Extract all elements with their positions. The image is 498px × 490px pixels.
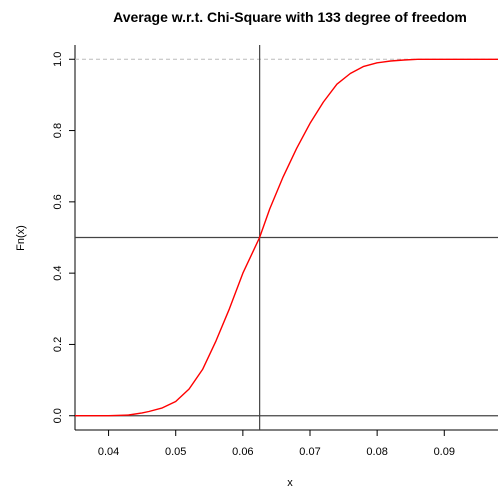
y-tick-label: 0.4	[52, 265, 64, 280]
y-axis-label: Fn(x)	[15, 225, 27, 251]
x-tick-label: 0.09	[434, 446, 455, 458]
y-tick-label: 0.0	[52, 408, 64, 423]
x-tick-label: 0.06	[232, 446, 253, 458]
x-tick-label: 0.08	[366, 446, 387, 458]
chart-title: Average w.r.t. Chi-Square with 133 degre…	[113, 9, 467, 25]
x-axis-label: x	[287, 477, 293, 489]
x-tick-label: 0.04	[98, 446, 119, 458]
y-tick-label: 0.2	[52, 337, 64, 352]
ecdf-series-line	[75, 58, 498, 417]
y-tick-label: 0.6	[52, 194, 64, 209]
x-tick-label: 0.07	[299, 446, 320, 458]
y-tick-label: 0.8	[52, 123, 64, 138]
x-tick-label: 0.05	[165, 446, 186, 458]
y-tick-label: 1.0	[52, 52, 64, 67]
